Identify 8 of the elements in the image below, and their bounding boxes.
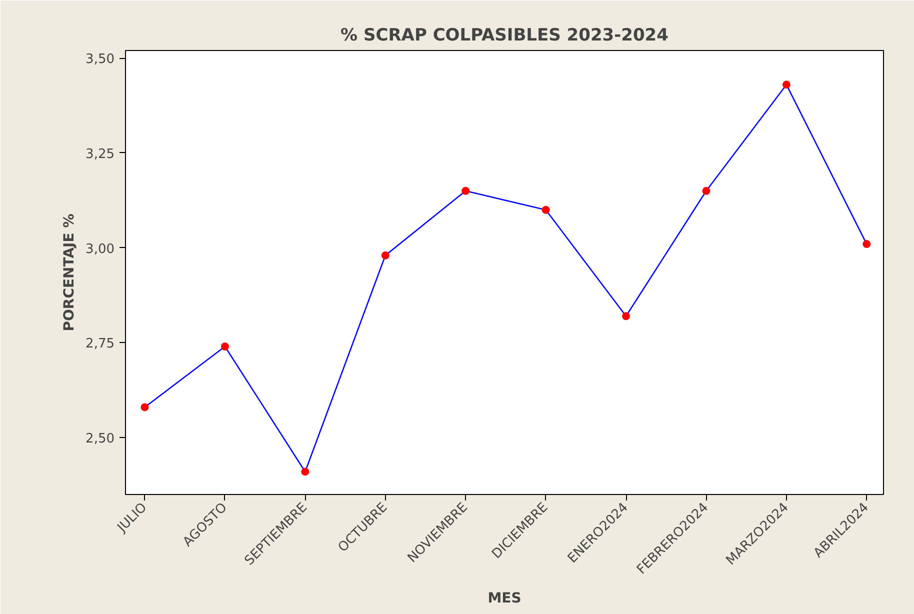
y-tick-label: 2,50 [86,432,115,447]
x-axis-title: MES [488,590,522,607]
y-axis-title: PORCENTAJE % [62,214,78,332]
y-tick-label: 3,50 [86,52,115,68]
chart-title: % SCRAP COLPASIBLES 2023-2024 [340,26,669,46]
y-tick-label: 3,25 [86,146,115,162]
y-tick-label: 2,75 [86,336,115,352]
y-tick-label: 3,00 [86,242,115,257]
